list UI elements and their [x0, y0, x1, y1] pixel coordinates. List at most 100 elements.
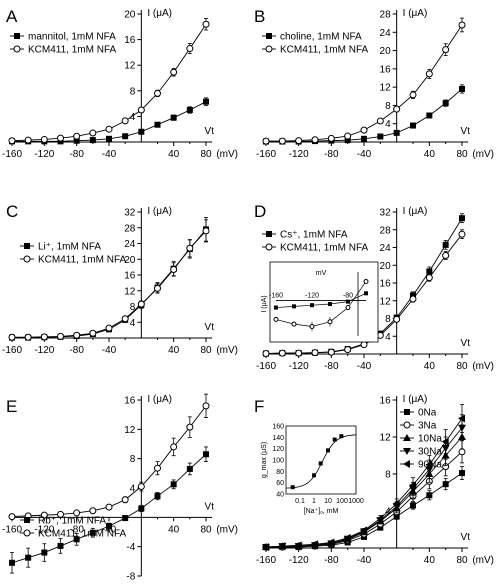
- data-point: [89, 529, 96, 536]
- data-point: [278, 349, 286, 357]
- x-unit-label: (mV): [472, 361, 494, 372]
- legend: 0Na 3Na 10Na 30Na 90Na: [400, 408, 442, 471]
- data-point: [57, 542, 64, 549]
- data-point: [40, 333, 48, 341]
- x-axis-label: Vt: [461, 126, 471, 137]
- data-point: [393, 513, 400, 520]
- legend-marker: [14, 33, 20, 39]
- data-point: [186, 465, 193, 472]
- data-point: [138, 505, 145, 512]
- legend-label: mannitol, 1mM NFA: [28, 32, 116, 43]
- inset-data-point: [339, 434, 344, 439]
- x-tick-label: 80: [200, 149, 212, 160]
- y-tick-label: 16: [380, 396, 392, 407]
- x-tick-label: 80: [200, 345, 212, 356]
- x-tick-label: 40: [168, 524, 180, 535]
- data-point: [361, 135, 367, 142]
- panel-f: F -160 -120 -80 -40 40 80 4 8 12 16 I (μA) Vt (mV) 0Na…: [254, 394, 494, 566]
- data-point: [121, 117, 129, 125]
- data-point: [393, 105, 401, 113]
- inset-y-tick-label: 60: [276, 480, 284, 487]
- y-tick-label: 28: [124, 223, 136, 234]
- y-tick-label: 24: [380, 243, 392, 254]
- data-point: [9, 559, 15, 566]
- data-point: [122, 133, 129, 140]
- inset-data-point: [332, 437, 337, 442]
- series-2: [8, 219, 210, 341]
- y-tick-label: 20: [124, 255, 136, 266]
- data-point: [138, 128, 145, 135]
- data-point: [170, 114, 177, 121]
- inset-data-point: [328, 302, 332, 306]
- x-tick-label: 40: [424, 555, 436, 566]
- data-point: [24, 136, 32, 144]
- legend-label: choline, 1mM NFA: [280, 32, 362, 43]
- data-point: [344, 132, 352, 140]
- data-point: [278, 137, 286, 145]
- legend-label: KCM411, 1mM NFA: [280, 243, 368, 254]
- data-point: [25, 554, 32, 561]
- data-point: [295, 137, 303, 145]
- series-line: [266, 88, 463, 142]
- data-point: [327, 348, 335, 356]
- x-tick-label: -160: [2, 149, 22, 160]
- y-tick-label: 32: [380, 208, 392, 219]
- x-tick-label: -80: [324, 361, 339, 372]
- legend-marker: [266, 33, 272, 39]
- data-point: [392, 499, 400, 508]
- series-1: [9, 97, 209, 145]
- data-point: [410, 292, 416, 299]
- data-point: [344, 346, 352, 354]
- y-axis-label: I (μA): [403, 8, 428, 19]
- y-tick-label: 16: [124, 35, 136, 46]
- y-tick-label: 4: [385, 507, 391, 518]
- data-point: [343, 533, 351, 542]
- data-point: [106, 523, 112, 530]
- legend-marker: [404, 409, 410, 415]
- inset-x-tick-label: 1: [312, 498, 316, 505]
- data-point: [57, 134, 64, 142]
- data-point: [442, 481, 449, 488]
- data-point: [426, 268, 433, 275]
- data-point: [458, 230, 466, 238]
- inset-data-point: [274, 305, 278, 310]
- data-point: [121, 315, 129, 323]
- y-tick-label: 4: [130, 484, 136, 495]
- legend-marker: [403, 434, 411, 441]
- panel-b: B -160 -120 -80 -40 40 80 4 8 12 16 20 24 28 I (μA) Vt (…: [254, 7, 494, 160]
- data-point: [105, 125, 113, 133]
- y-axis-label: I (μA): [403, 206, 428, 217]
- legend-label: Rb⁺, 1mM NFA: [38, 516, 106, 527]
- legend-label: 10Na: [418, 434, 442, 445]
- data-point: [458, 21, 466, 29]
- y-axis-label: I (μA): [147, 206, 172, 217]
- legend-label: 90Na: [418, 460, 442, 471]
- y-tick-label: 20: [380, 46, 392, 57]
- data-point: [89, 129, 97, 137]
- data-point: [459, 470, 465, 477]
- y-tick-label: 16: [380, 64, 392, 75]
- data-point: [459, 215, 465, 222]
- inset-data-point: [326, 448, 330, 453]
- panel-letter: E: [6, 397, 17, 416]
- legend-label: Li⁺, 1mM NFA: [38, 242, 101, 253]
- data-point: [105, 503, 113, 511]
- legend: mannitol, 1mM NFA KCM411, 1mM NFA: [10, 32, 116, 56]
- data-point: [278, 542, 286, 551]
- inset-y-tick-label: 100: [272, 458, 284, 465]
- legend-marker: [266, 231, 272, 237]
- data-point: [24, 333, 32, 341]
- legend-marker: [23, 529, 31, 537]
- panel-letter: A: [6, 7, 18, 26]
- inset-series-line: [275, 281, 367, 327]
- legend-label: Cs⁺, 1mM NFA: [280, 230, 348, 241]
- panel-e: E -160 -120 -80 -40 40 80 -8 -4 4 8 12 16 I (μA) Vt (mV…: [2, 393, 238, 583]
- data-point: [202, 402, 210, 410]
- y-tick-label: 16: [380, 279, 392, 290]
- legend: Li⁺, 1mM NFA KCM411, 1mM NFA: [20, 242, 126, 266]
- inset-data-point: [309, 324, 315, 330]
- series-2: [8, 18, 210, 145]
- data-point: [377, 524, 384, 531]
- data-point: [410, 502, 416, 509]
